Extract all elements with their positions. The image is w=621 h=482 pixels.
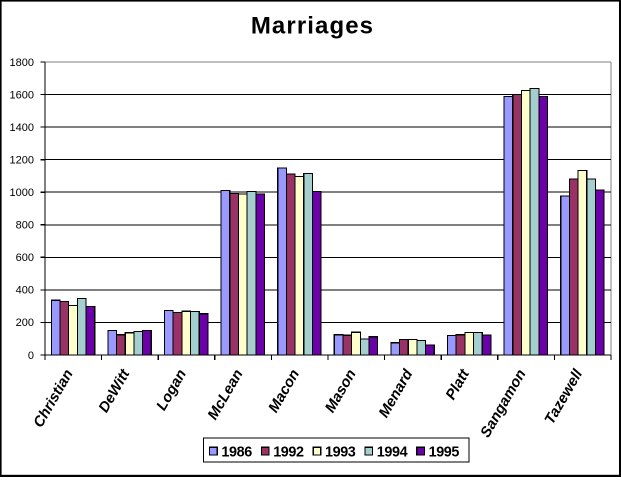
svg-text:1000: 1000 [10, 187, 34, 199]
svg-text:1600: 1600 [10, 89, 34, 101]
svg-text:1400: 1400 [10, 122, 34, 134]
svg-text:Marriages: Marriages [251, 13, 374, 40]
svg-text:1992: 1992 [273, 445, 304, 461]
svg-text:1800: 1800 [10, 57, 34, 69]
svg-text:0: 0 [28, 350, 34, 362]
svg-text:1993: 1993 [325, 445, 356, 461]
svg-text:400: 400 [16, 285, 34, 297]
svg-text:800: 800 [16, 220, 34, 232]
svg-text:1986: 1986 [221, 445, 252, 461]
svg-text:1200: 1200 [10, 155, 34, 167]
svg-text:1994: 1994 [377, 445, 408, 461]
svg-text:200: 200 [16, 317, 34, 329]
svg-text:1995: 1995 [429, 445, 460, 461]
svg-text:600: 600 [16, 252, 34, 264]
